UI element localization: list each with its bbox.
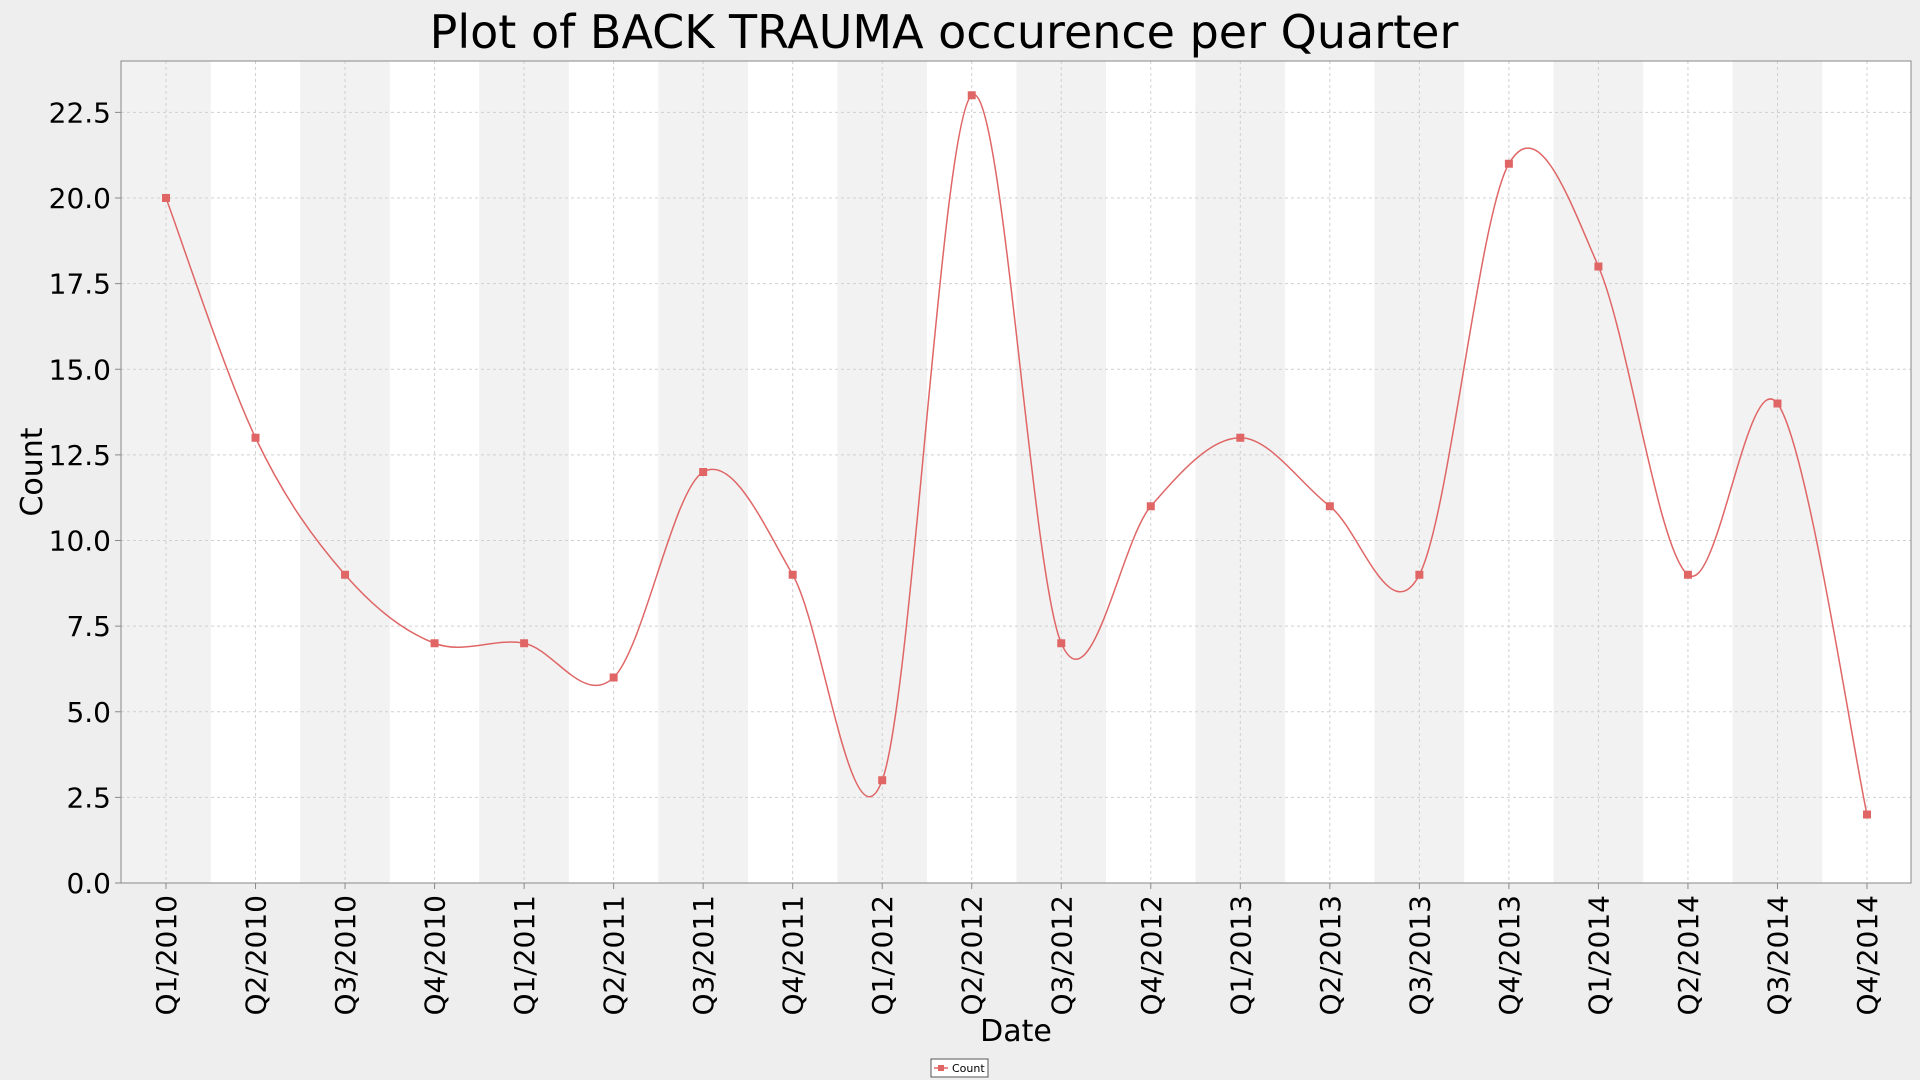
x-tick-label: Q2/2010 [240,895,273,1016]
data-point [1415,570,1424,579]
legend: Count [930,1058,989,1078]
x-tick-label: Q1/2010 [150,895,183,1016]
y-tick-label: 17.5 [49,268,111,301]
y-tick-label: 2.5 [66,781,111,814]
data-point [1146,502,1155,511]
x-tick-label: Q4/2011 [777,895,810,1016]
data-point [1683,570,1692,579]
legend-marker [938,1065,944,1071]
y-tick-label: 10.0 [49,525,111,558]
x-tick-label: Q1/2012 [866,895,899,1016]
x-tick-label: Q4/2013 [1493,895,1526,1016]
data-point [430,639,439,648]
data-point [1773,399,1782,408]
chart-title: Plot of BACK TRAUMA occurence per Quarte… [430,5,1459,59]
y-tick-label: 12.5 [49,439,111,472]
x-tick-label: Q1/2014 [1582,895,1615,1016]
y-tick-label: 5.0 [66,696,111,729]
legend-box [930,1058,989,1078]
data-point [1863,810,1871,819]
data-point [699,468,708,476]
data-point [1236,433,1245,442]
y-tick-label: 7.5 [66,610,111,643]
category-bands [121,61,1911,883]
x-tick-label: Q4/2012 [1135,895,1168,1016]
data-point [1504,159,1513,168]
data-point [1594,262,1603,271]
data-point [609,673,618,682]
x-tick-label: Q2/2013 [1314,895,1347,1016]
x-tick-label: Q2/2011 [598,895,631,1016]
y-tick-label: 20.0 [49,182,111,215]
data-point [1057,639,1066,648]
series-markers [162,91,1871,819]
x-tick-label: Q1/2011 [508,895,541,1016]
x-tick-label: Q3/2014 [1761,895,1794,1016]
data-point [341,570,350,579]
data-point [520,639,529,648]
x-tick-label: Q3/2011 [687,895,720,1016]
x-tick-label: Q4/2014 [1851,895,1884,1016]
y-axis-ticks: 0.0 2.5 5.0 7.5 10.0 12.5 15.0 17.5 20.0 22.5 [49,96,121,900]
y-tick-label: 22.5 [49,96,111,129]
data-point [1325,502,1334,511]
y-tick-label: 15.0 [49,353,111,386]
x-tick-label: Q1/2013 [1224,895,1257,1016]
y-axis-title: Count [15,427,50,516]
x-tick-label: Q3/2012 [1045,895,1078,1016]
plot-border [120,60,1912,884]
data-point [788,570,797,579]
data-point [967,91,976,100]
x-axis-title: Date [980,1014,1052,1049]
x-tick-label: Q2/2012 [956,895,989,1016]
x-tick-label: Q2/2014 [1672,895,1705,1016]
x-tick-label: Q3/2013 [1403,895,1436,1016]
x-tick-label: Q3/2010 [329,895,362,1016]
y-tick-label: 0.0 [66,867,111,900]
data-point [162,194,170,202]
legend-label: Count [952,1062,985,1075]
data-point [878,776,887,785]
data-point [251,433,260,442]
x-tick-label: Q4/2010 [419,895,452,1016]
x-axis-ticks: Q1/2010 Q2/2010 Q3/2010 Q4/2010 Q1/2011 Q2/20… [150,883,1884,1016]
